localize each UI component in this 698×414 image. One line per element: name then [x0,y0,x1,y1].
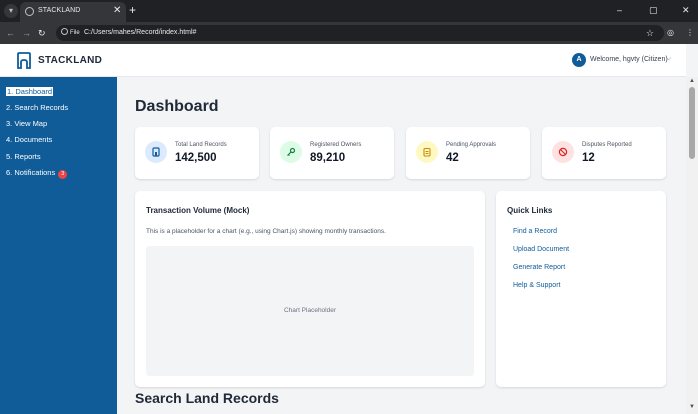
site-info-chip[interactable]: File [59,28,83,38]
clipboard-list-icon [416,141,438,163]
logo-icon [17,52,31,69]
nav-label: Dashboard [15,87,53,96]
ban-icon [552,141,574,163]
key-icon [280,141,302,163]
reload-icon[interactable]: ↻ [38,28,46,38]
new-tab-button[interactable]: + [129,3,137,17]
chevron-down-icon[interactable]: ⌵ [666,55,672,62]
omnibox[interactable]: File C:/Users/mahes/Record/index.html# ☆ [56,25,664,41]
app-header: STACKLAND A Welcome, hgvty (Citizen) ⌵ [0,44,686,77]
section-title-search-land-records: Search Land Records [135,390,279,406]
sidebar-item-reports[interactable]: 5. Reports [6,152,41,162]
panel-description: This is a placeholder for a chart (e.g.,… [146,228,386,235]
forward-arrow-icon[interactable]: → [22,28,31,38]
nav-number: 3. [6,119,13,128]
sidebar-item-view-map[interactable]: 3. View Map [6,119,47,129]
stat-value: 89,210 [310,152,346,164]
nav-number: 2. [6,103,13,112]
page-scrollbar[interactable]: ▲ ▼ [686,77,698,414]
minimize-button[interactable]: – [617,5,623,15]
quick-link-help-support[interactable]: Help & Support [513,282,561,289]
info-icon [61,28,68,35]
transaction-volume-panel: Transaction Volume (Mock) This is a plac… [135,191,485,387]
url-text[interactable]: C:/Users/mahes/Record/index.html# [84,29,197,36]
stat-card-total-land-records: Total Land Records 142,500 [135,127,259,179]
stat-value: 42 [446,152,459,164]
stat-label: Registered Owners [310,142,362,148]
nav-number: 1. [7,87,14,96]
nav-label: Reports [14,152,41,161]
nav-label: Notifications [14,168,56,177]
file-chip-label: File [70,30,80,36]
panel-title: Quick Links [507,206,553,215]
bookmark-star-icon[interactable]: ☆ [645,28,654,38]
user-welcome[interactable]: Welcome, hgvty (Citizen) [590,56,668,63]
tab-close-icon[interactable]: ✕ [113,5,122,16]
nav-label: Documents [14,135,53,144]
page-title: Dashboard [135,98,219,115]
back-arrow-icon[interactable]: ← [6,28,15,38]
quick-link-find-record[interactable]: Find a Record [513,228,557,235]
tab-search-icon[interactable]: ▾ [4,4,18,18]
kebab-menu-icon[interactable]: ⋮ [686,28,694,37]
profile-icon[interactable]: ◎ [667,28,674,37]
sidebar-item-dashboard[interactable]: 1. Dashboard [4,86,55,97]
quick-links-panel: Quick Links Find a Record Upload Documen… [496,191,666,387]
stat-card-registered-owners: Registered Owners 89,210 [270,127,394,179]
stat-card-disputes-reported: Disputes Reported 12 [542,127,666,179]
browser-address-bar: ← → ↻ File C:/Users/mahes/Record/index.h… [0,22,698,44]
quick-link-generate-report[interactable]: Generate Report [513,264,566,271]
stat-card-pending-approvals: Pending Approvals 42 [406,127,530,179]
panel-title: Transaction Volume (Mock) [146,206,250,215]
avatar[interactable]: A [572,53,586,67]
chart-placeholder: Chart Placeholder [146,246,474,376]
browser-tab[interactable]: STACKLAND ✕ [20,2,126,22]
stat-label: Pending Approvals [446,142,497,148]
browser-tab-bar: ▾ STACKLAND ✕ + – ▢ ✕ [0,0,698,22]
window-close-button[interactable]: ✕ [682,5,690,15]
chart-placeholder-text: Chart Placeholder [283,307,337,314]
nav-label: Search Records [14,103,69,112]
stat-value: 142,500 [175,152,217,164]
nav-number: 5. [6,152,13,161]
notification-badge: 3 [58,170,68,179]
restore-button[interactable]: ▢ [649,5,658,15]
nav-number: 6. [6,168,13,177]
sidebar-item-notifications[interactable]: 6. Notifications 3 [6,168,68,179]
clipboard-icon [145,141,167,163]
nav-label: View Map [14,119,48,128]
scroll-up-icon[interactable]: ▲ [689,78,695,84]
logo-text: STACKLAND [38,55,103,66]
sidebar: 1. Dashboard 2. Search Records 3. View M… [0,77,117,414]
nav-number: 4. [6,135,13,144]
scroll-thumb[interactable] [689,87,695,159]
globe-icon [25,7,34,16]
stat-value: 12 [582,152,595,164]
sidebar-item-documents[interactable]: 4. Documents [6,135,52,145]
sidebar-item-search-records[interactable]: 2. Search Records [6,103,68,113]
tab-title: STACKLAND [38,7,81,14]
stat-label: Disputes Reported [582,142,632,148]
quick-link-upload-document[interactable]: Upload Document [513,246,570,253]
scroll-down-icon[interactable]: ▼ [689,404,695,410]
stat-label: Total Land Records [175,142,227,148]
